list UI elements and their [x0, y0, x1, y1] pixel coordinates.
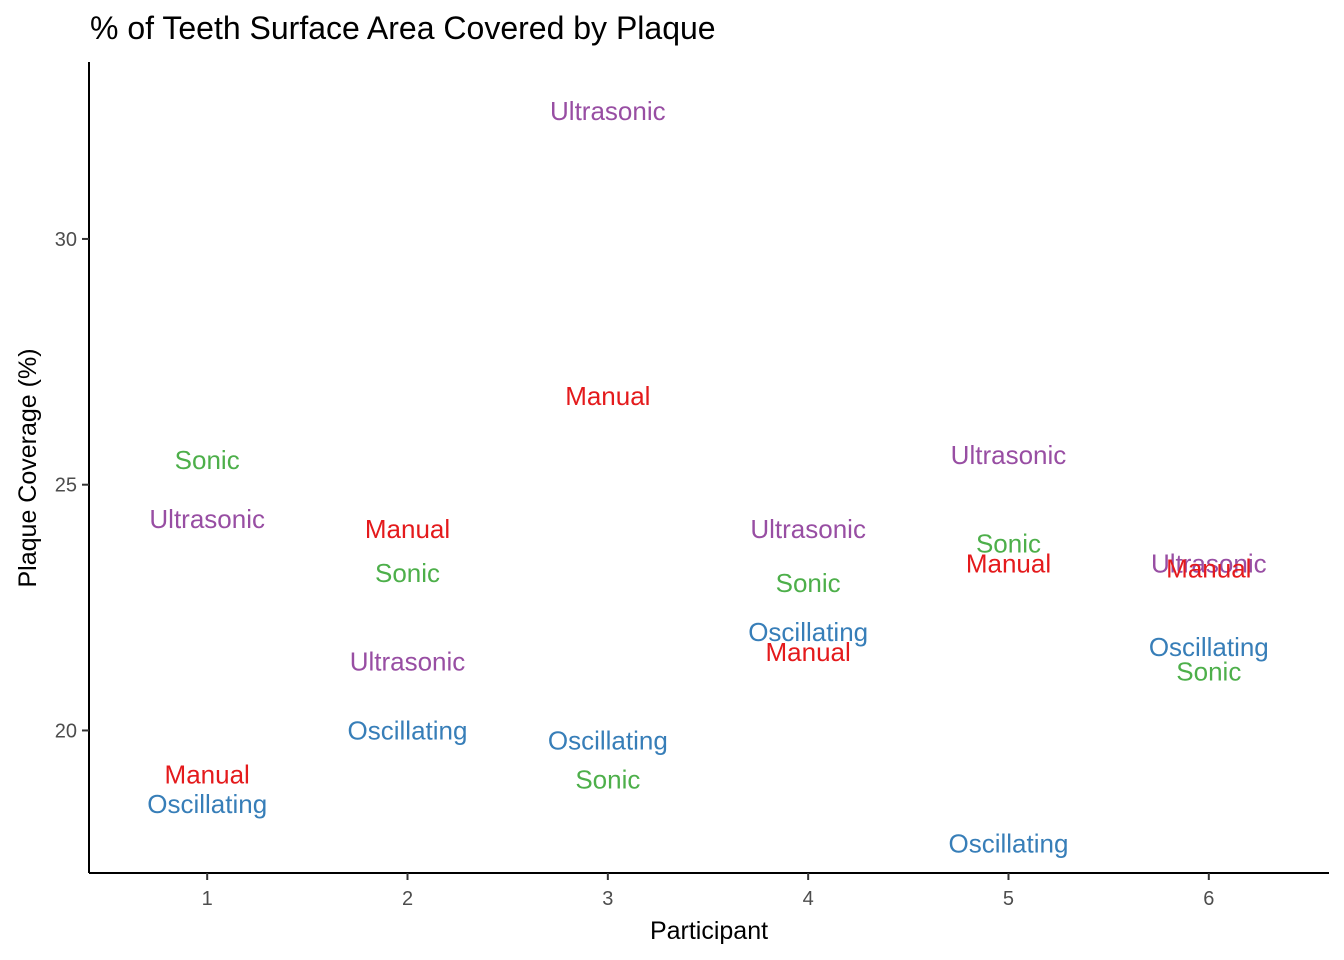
x-tick-label: 3 — [602, 888, 613, 910]
point-label-manual: Manual — [966, 548, 1051, 578]
chart-title: % of Teeth Surface Area Covered by Plaqu… — [90, 10, 716, 46]
point-label-oscillating: Oscillating — [949, 829, 1069, 859]
x-tick-label: 6 — [1203, 888, 1214, 910]
point-label-manual: Manual — [365, 514, 450, 544]
y-axis-title: Plaque Coverage (%) — [14, 348, 42, 587]
x-tick-label: 4 — [803, 888, 814, 910]
point-label-manual: Manual — [766, 637, 851, 667]
point-labels: SonicUltrasonicManualOscillatingManualSo… — [147, 96, 1269, 858]
point-label-sonic: Sonic — [976, 529, 1041, 559]
y-tick-label: 30 — [55, 229, 77, 251]
x-ticks: 1 2 3 4 5 6 — [202, 873, 1214, 910]
axes — [88, 62, 1329, 874]
x-tick-label: 1 — [202, 888, 213, 910]
x-tick-label: 2 — [402, 888, 413, 910]
y-ticks: 20 25 30 — [55, 229, 89, 742]
point-label-oscillating: Oscillating — [748, 617, 868, 647]
point-label-manual: Manual — [565, 381, 650, 411]
point-label-oscillating: Oscillating — [548, 725, 668, 755]
y-tick-label: 25 — [55, 475, 77, 497]
point-label-manual: Manual — [1166, 553, 1251, 583]
point-label-sonic: Sonic — [776, 568, 841, 598]
point-label-oscillating: Oscillating — [1149, 632, 1269, 662]
point-label-ultrasonic: Ultrasonic — [951, 440, 1067, 470]
point-label-sonic: Sonic — [175, 445, 240, 475]
point-label-manual: Manual — [165, 760, 250, 790]
x-tick-label: 5 — [1003, 888, 1014, 910]
point-label-ultrasonic: Ultrasonic — [149, 504, 265, 534]
point-label-sonic: Sonic — [575, 765, 640, 795]
point-label-oscillating: Oscillating — [348, 715, 468, 745]
y-tick-label: 20 — [55, 720, 77, 742]
point-label-ultrasonic: Ultrasonic — [350, 647, 466, 677]
point-label-ultrasonic: Ultrasonic — [550, 96, 666, 126]
point-label-oscillating: Oscillating — [147, 789, 267, 819]
point-label-sonic: Sonic — [375, 558, 440, 588]
point-label-ultrasonic: Ultrasonic — [750, 514, 866, 544]
point-label-sonic: Sonic — [1176, 656, 1241, 686]
x-axis-title: Participant — [650, 917, 768, 945]
point-label-ultrasonic: Ultrasonic — [1151, 548, 1267, 578]
